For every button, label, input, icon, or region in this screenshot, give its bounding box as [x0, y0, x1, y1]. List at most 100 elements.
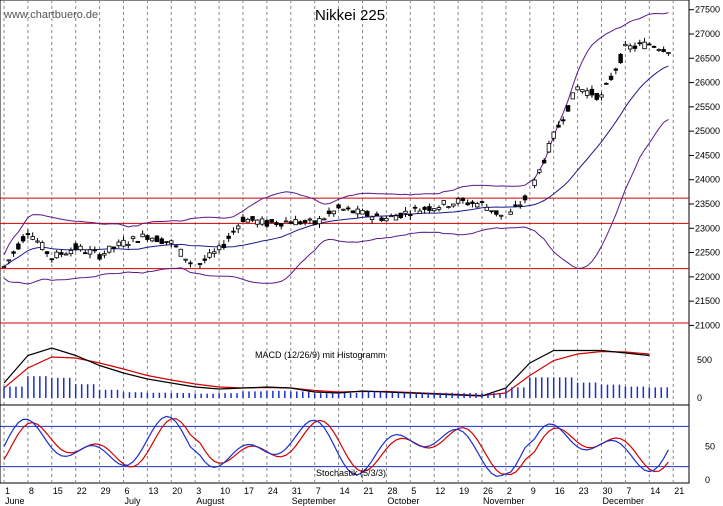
candle-body [49, 258, 54, 261]
candle-body [666, 52, 671, 54]
day-tick-label: 7 [316, 486, 321, 496]
candle-body [30, 236, 35, 240]
candle-body [6, 259, 11, 262]
candle-body [561, 119, 566, 122]
candle-body [25, 233, 31, 236]
candle-body [183, 258, 188, 261]
day-tick-label: 31 [292, 486, 302, 496]
candle-body [460, 198, 466, 201]
candle-body [173, 245, 179, 248]
price-tick-label: 25500 [695, 102, 720, 112]
candle-body [126, 244, 131, 246]
candle-body [647, 43, 652, 46]
candle-body [584, 90, 590, 96]
candle-body [97, 254, 102, 260]
candle-body [269, 219, 274, 223]
macd-label: MACD (12/26/9) mit Histogramm [255, 350, 386, 360]
candle-body [656, 49, 662, 51]
stochastic-panel: 50 0 [0, 415, 715, 485]
candle-body [599, 94, 604, 98]
candle-body [350, 210, 356, 214]
candle-body [637, 42, 642, 45]
price-tick-label: 27000 [695, 29, 720, 39]
candle-body [231, 230, 236, 233]
price-tick-label: 22500 [695, 248, 720, 258]
day-tick-label: 8 [29, 486, 34, 496]
candle-body [618, 53, 623, 64]
candle-body [92, 249, 98, 252]
day-tick-label: 16 [555, 486, 565, 496]
candle-body [374, 213, 380, 217]
candle-body [355, 208, 360, 215]
candle-body [336, 204, 341, 209]
candle-body [250, 216, 255, 221]
day-tick-label: 17 [244, 486, 254, 496]
candle-body [1, 266, 7, 269]
candle-body [87, 249, 93, 255]
candle-body [345, 207, 351, 210]
day-tick-label: 20 [172, 486, 182, 496]
macd-line [3, 347, 650, 397]
candle-body [59, 252, 64, 255]
candle-body [518, 204, 523, 207]
candle-body [441, 200, 446, 205]
day-tick-label: 21 [674, 486, 684, 496]
day-tick-label: 6 [125, 486, 130, 496]
candle-body [556, 124, 561, 128]
upper-band [3, 12, 669, 256]
candle-body [575, 86, 580, 91]
candle-body [451, 203, 456, 207]
candle-body [498, 214, 504, 217]
candle-body [236, 225, 241, 230]
candle-body [608, 75, 614, 80]
candle-body [494, 210, 499, 215]
month-label: November [483, 496, 525, 506]
price-tick-label: 26500 [695, 53, 720, 63]
candle-body [283, 220, 289, 223]
stoch-tick-label: 0 [705, 475, 710, 485]
candle-body [565, 105, 571, 112]
candle-body [537, 169, 542, 173]
candle-body [121, 239, 126, 247]
candle-body [341, 208, 346, 211]
candle-body [63, 253, 69, 256]
candle-body [11, 251, 16, 254]
candle-body [623, 43, 628, 47]
candle-body [159, 238, 164, 244]
macd-tick-label: 0 [697, 393, 702, 403]
candle-body [35, 240, 40, 243]
candle-body [331, 210, 337, 215]
candle-body [44, 251, 50, 254]
candle-body [475, 203, 480, 208]
candle-body [403, 210, 408, 214]
candle-body [513, 204, 518, 207]
month-label: July [125, 496, 142, 506]
candle-body [20, 236, 26, 242]
month-label: September [292, 496, 336, 506]
day-tick-label: 23 [579, 486, 589, 496]
price-tick-label: 23000 [695, 223, 720, 233]
candle-body [73, 243, 78, 250]
bollinger-bands [3, 12, 669, 285]
candle-body [412, 206, 418, 209]
candle-body [317, 218, 322, 225]
candle-body [130, 236, 136, 239]
candle-body [508, 211, 513, 215]
candle-body [106, 245, 112, 253]
candle-body [627, 45, 633, 50]
macd-tick-label: 500 [697, 355, 712, 365]
candle-body [604, 82, 609, 85]
candle-body [417, 210, 423, 214]
day-tick-label: 13 [148, 486, 158, 496]
price-tick-label: 26000 [695, 78, 720, 88]
day-tick-label: 2 [507, 486, 512, 496]
day-tick-label: 21 [364, 486, 374, 496]
price-tick-label: 23500 [695, 199, 720, 209]
day-tick-label: 14 [340, 486, 350, 496]
day-tick-label: 9 [531, 486, 536, 496]
candle-body [68, 250, 74, 255]
day-tick-label: 3 [196, 486, 201, 496]
day-tick-label: 15 [53, 486, 63, 496]
candle-body [455, 198, 461, 204]
